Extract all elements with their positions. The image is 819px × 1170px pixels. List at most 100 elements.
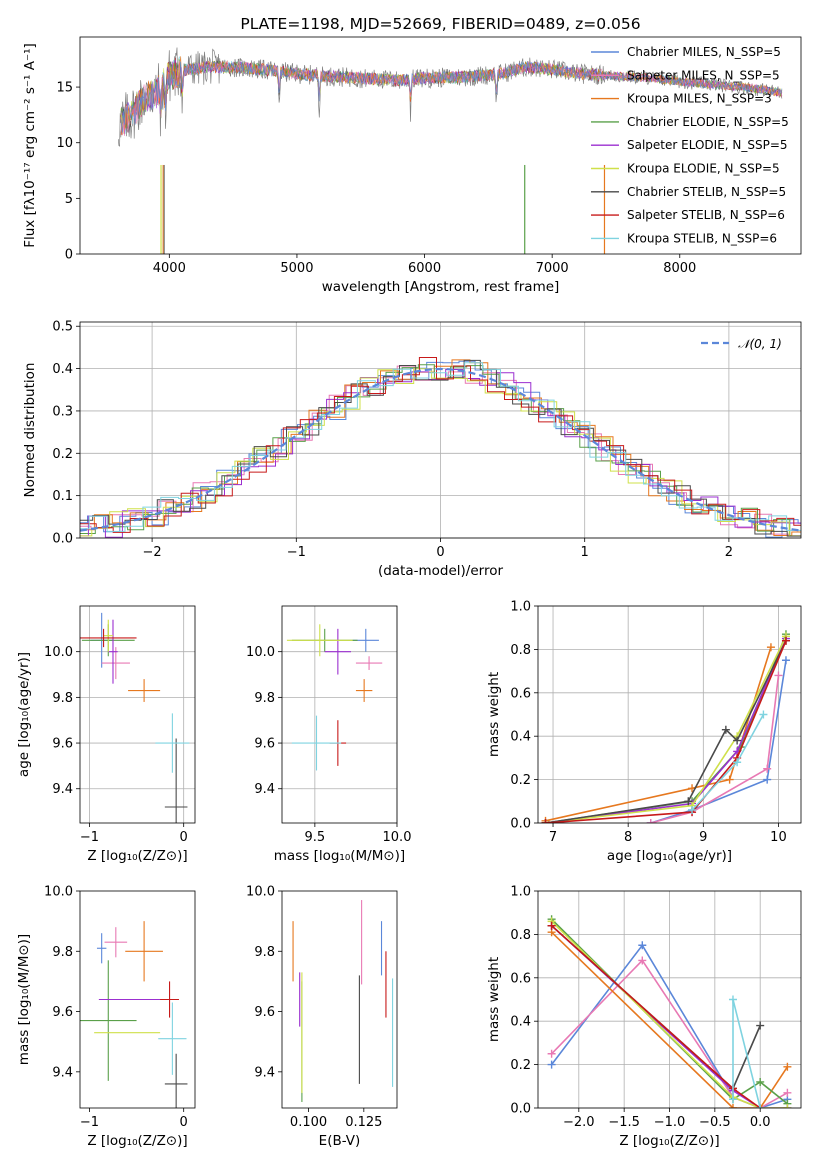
y-tick-label: 0.3: [52, 404, 73, 419]
data-point-marker: [728, 1095, 737, 1104]
series-kroupa-stelib: [728, 995, 765, 1108]
y-tick-label: 9.6: [52, 737, 73, 752]
y-tick-label: 9.4: [52, 782, 73, 797]
y-tick-label: 0.2: [510, 773, 531, 788]
x-tick-label: −1: [80, 830, 99, 845]
y-tick-label: 10.0: [44, 645, 73, 660]
y-tick-label: 0: [65, 248, 73, 263]
legend: 𝒩(0, 1): [701, 337, 782, 351]
x-tick-label: 0: [180, 830, 188, 845]
x-axis-label: age [log₁₀(age/yr)]: [607, 848, 732, 864]
errorbar-point: [104, 927, 128, 958]
x-tick-label: −2.0: [563, 1115, 595, 1130]
x-tick-label: 0: [436, 545, 444, 560]
errorbar-point: [324, 628, 351, 675]
errorbar-point: [164, 1053, 188, 1108]
data-point-marker: [783, 1062, 792, 1071]
errorbar-point: [80, 960, 137, 1081]
x-tick-label: 0.125: [345, 1115, 382, 1130]
x-tick-label: −1: [287, 545, 306, 560]
y-tick-label: 15: [56, 81, 73, 96]
series-line: [545, 640, 787, 823]
y-tick-label: 0.1: [52, 489, 73, 504]
y-tick-label: 9.8: [254, 945, 275, 960]
x-tick-label: −1: [80, 1115, 99, 1130]
axes-frame: [79, 605, 196, 824]
series-kroupa-stelib: [688, 710, 768, 814]
y-tick-label: 9.6: [254, 737, 275, 752]
data-point-marker: [781, 636, 790, 645]
series-salpeter-elodie: [541, 634, 790, 823]
legend-entry: Salpeter MILES, N_SSP=5: [627, 68, 780, 82]
y-tick-label: 9.6: [52, 1005, 73, 1020]
errorbar-point: [355, 656, 383, 670]
data-point-marker: [725, 775, 734, 784]
series-line: [551, 920, 788, 1108]
histogram-salpeter-stelib: [80, 357, 801, 533]
legend-entry: Chabrier MILES, N_SSP=5: [627, 45, 781, 59]
errorbar-point: [160, 981, 179, 1018]
errorbar-point: [103, 619, 113, 652]
x-axis-label: Z [log₁₀(Z/Z⊙)]: [87, 1133, 187, 1149]
histogram-kroupa-elodie: [80, 368, 801, 537]
y-tick-label: 9.4: [52, 1065, 73, 1080]
chart-residuals: −2 −1 0 1 2 0.0 0.1 0.2 0.3 0.4 0.5 (data-model)/er…: [22, 320, 802, 579]
errorbar-point: [155, 713, 190, 773]
x-tick-label: 0.100: [290, 1115, 327, 1130]
y-axis-label: age [log₁₀(age/yr)]: [16, 652, 32, 777]
normal-curve: [80, 367, 801, 532]
series-line: [551, 931, 789, 1108]
legend-entry: Salpeter STELIB, N_SSP=6: [627, 208, 785, 222]
series-chabrier-elodie: [541, 630, 790, 823]
errorbar-point: [286, 624, 353, 657]
x-axis-label: Z [log₁₀(Z/Z⊙)]: [87, 848, 187, 864]
y-tick-label: 0.0: [52, 532, 73, 547]
series-line: [545, 638, 787, 823]
histogram-chabrier-stelib: [80, 359, 801, 537]
model-line: [120, 60, 783, 133]
x-axis-label: E(B-V): [319, 1133, 361, 1149]
x-tick-label: 0: [180, 1115, 188, 1130]
y-tick-label: 0.4: [52, 362, 73, 377]
data-point-marker: [728, 995, 737, 1004]
legend-entry: Kroupa MILES, N_SSP=3: [627, 92, 772, 106]
data-point-marker: [766, 643, 775, 652]
y-tick-label: 1.0: [510, 885, 531, 900]
y-axis-label: Normed distribution: [22, 363, 38, 498]
y-tick-label: 0.6: [510, 686, 531, 701]
x-tick-label: 10.0: [383, 830, 412, 845]
chart-spectrum: PLATE=1198, MJD=52669, FIBERID=0489, z=0…: [22, 15, 802, 295]
y-axis-label: mass weight: [486, 672, 502, 757]
errorbar-point: [96, 933, 107, 964]
chart-age-vs-Z: −1 0 9.4 9.6 9.8 10.0 Z [log₁₀(Z/Z⊙)] age [log₁…: [16, 605, 196, 864]
y-tick-label: 0.2: [510, 1058, 531, 1073]
data-point-marker: [688, 805, 697, 814]
data-point-marker: [759, 710, 768, 719]
y-tick-label: 10.0: [246, 645, 275, 660]
data-point-marker: [733, 758, 742, 767]
data-point-marker: [638, 941, 647, 950]
y-tick-label: 9.8: [52, 691, 73, 706]
legend-entry: Kroupa ELODIE, N_SSP=5: [627, 162, 780, 176]
y-tick-label: 10.0: [246, 885, 275, 900]
series-line: [545, 640, 787, 823]
data-point-marker: [547, 1049, 556, 1058]
x-tick-label: 8: [624, 830, 632, 845]
chart-title: PLATE=1198, MJD=52669, FIBERID=0489, z=0…: [240, 15, 640, 33]
y-tick-label: 0.5: [52, 320, 73, 335]
data-point-marker: [783, 1088, 792, 1097]
histogram-kroupa-miles: [80, 359, 801, 536]
y-tick-label: 0.6: [510, 971, 531, 986]
data-point-marker: [756, 1077, 765, 1086]
x-axis-label: (data-model)/error: [378, 563, 504, 579]
y-tick-label: 9.4: [254, 782, 275, 797]
x-tick-label: 7000: [536, 261, 569, 276]
y-axis-label: mass [log₁₀(M/M⊙)]: [16, 934, 32, 1065]
axes-frame: [79, 321, 802, 539]
series-chabrier-miles: [646, 656, 790, 823]
x-tick-label: −1.0: [654, 1115, 686, 1130]
x-axis-label: Z [log₁₀(Z/Z⊙)]: [619, 1133, 719, 1149]
chart-massweight-vs-age: 7 8 9 10 0.0 0.2 0.4 0.6 0.8 1.0 age [log₁₀(age/yr…: [486, 600, 802, 864]
x-tick-label: 0.0: [750, 1115, 771, 1130]
data-point-marker: [756, 1104, 765, 1108]
